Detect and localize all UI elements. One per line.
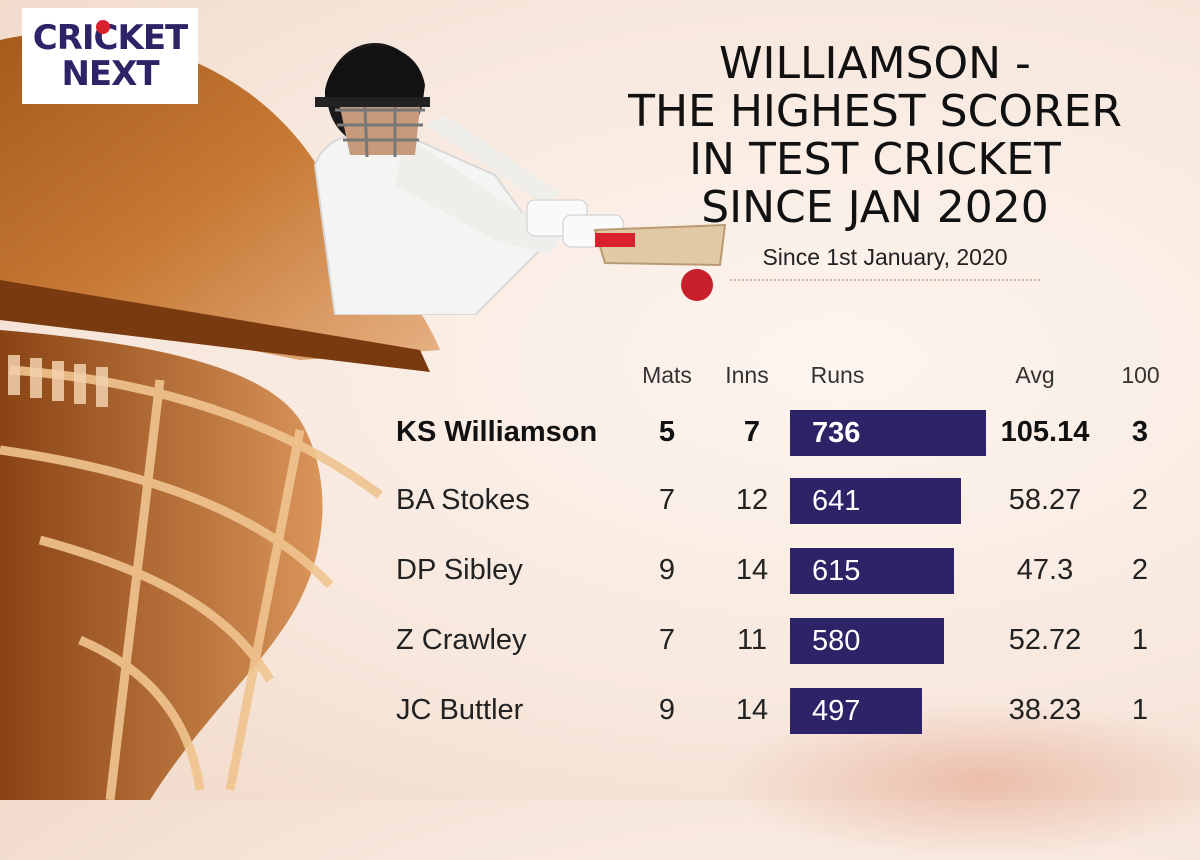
mats-value: 7 bbox=[658, 484, 676, 516]
mats-value: 7 bbox=[658, 624, 676, 656]
runs-bar bbox=[790, 618, 944, 664]
mats-value: 9 bbox=[658, 554, 676, 586]
mats-value: 9 bbox=[658, 694, 676, 726]
avg-value: 47.3 bbox=[1016, 554, 1074, 586]
header-runs: Runs bbox=[810, 362, 865, 388]
runs-bar bbox=[790, 688, 922, 734]
headline-line-4: SINCE JAN 2020 bbox=[701, 182, 1049, 233]
table-row: JC Buttler 9 14 497 38.23 1 bbox=[0, 680, 1200, 740]
header-mats: Mats bbox=[642, 362, 692, 388]
player-name: BA Stokes bbox=[396, 484, 530, 516]
avg-value: 105.14 bbox=[1000, 416, 1090, 448]
cricketnext-logo: CRICKET NEXT bbox=[22, 8, 198, 104]
header-avg: Avg bbox=[1015, 362, 1055, 388]
headline-line-2: THE HIGHEST SCORER bbox=[628, 86, 1122, 137]
runs-value: 497 bbox=[812, 695, 861, 727]
runs-bar bbox=[790, 548, 954, 594]
logo-text-line1: CRICKET bbox=[32, 18, 188, 58]
player-name: Z Crawley bbox=[396, 624, 527, 656]
inns-value: 14 bbox=[735, 694, 769, 726]
mats-value: 5 bbox=[658, 416, 676, 448]
inns-value: 14 bbox=[735, 554, 769, 586]
inns-value: 11 bbox=[736, 624, 768, 656]
hundreds-value: 2 bbox=[1131, 484, 1149, 516]
table-row: Z Crawley 7 11 580 52.72 1 bbox=[0, 610, 1200, 670]
header-hundreds: 100 bbox=[1121, 362, 1160, 388]
headline-title: WILLIAMSON - THE HIGHEST SCORER IN TEST … bbox=[580, 40, 1170, 232]
table-row: KS Williamson 5 7 736 105.14 3 bbox=[0, 402, 1200, 462]
hundreds-value: 1 bbox=[1131, 694, 1149, 726]
batsman-image bbox=[313, 43, 727, 315]
table-row: DP Sibley 9 14 615 47.3 2 bbox=[0, 540, 1200, 600]
inns-value: 12 bbox=[735, 484, 769, 516]
player-name: KS Williamson bbox=[396, 416, 598, 448]
logo-text-line2: NEXT bbox=[61, 54, 159, 94]
runs-bar bbox=[790, 410, 986, 456]
avg-value: 38.23 bbox=[1008, 694, 1082, 726]
avg-value: 58.27 bbox=[1008, 484, 1082, 516]
runs-bar bbox=[790, 478, 961, 524]
headline-line-3: IN TEST CRICKET bbox=[689, 134, 1061, 185]
hundreds-value: 3 bbox=[1131, 416, 1149, 448]
headline-subtitle: Since 1st January, 2020 bbox=[730, 244, 1040, 281]
player-name: JC Buttler bbox=[396, 694, 524, 726]
player-name: DP Sibley bbox=[396, 554, 523, 586]
headline-line-1: WILLIAMSON - bbox=[719, 38, 1031, 89]
header-inns: Inns bbox=[725, 362, 769, 388]
table-row: BA Stokes 7 12 641 58.27 2 bbox=[0, 470, 1200, 530]
hundreds-value: 1 bbox=[1131, 624, 1149, 656]
logo-ball-icon bbox=[96, 20, 110, 34]
runs-value: 580 bbox=[812, 625, 861, 657]
inns-value: 7 bbox=[743, 416, 761, 448]
runs-value: 641 bbox=[812, 485, 861, 517]
runs-value: 615 bbox=[812, 555, 861, 587]
runs-value: 736 bbox=[812, 417, 861, 449]
avg-value: 52.72 bbox=[1008, 624, 1082, 656]
hundreds-value: 2 bbox=[1131, 554, 1149, 586]
